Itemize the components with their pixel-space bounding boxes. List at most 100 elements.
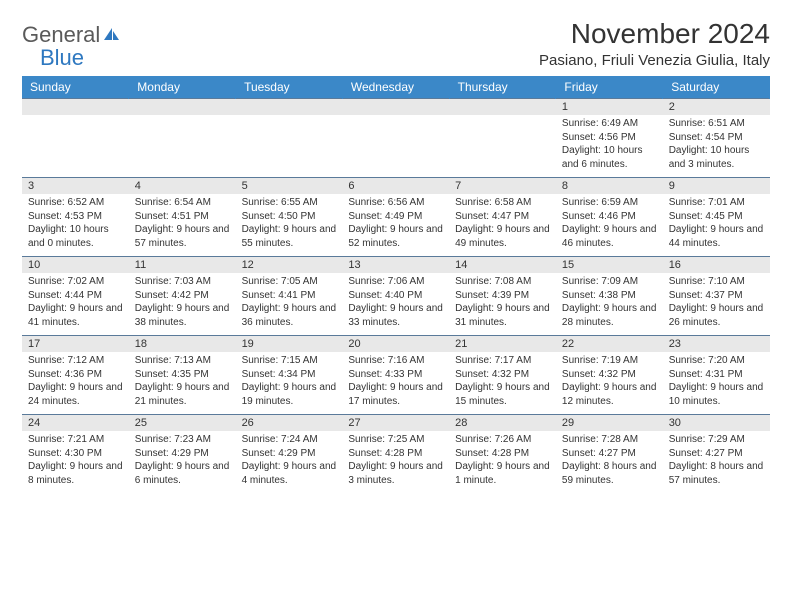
sunrise-line: Sunrise: 7:05 AM	[242, 275, 337, 289]
daylight-line: Daylight: 9 hours and 3 minutes.	[348, 460, 443, 487]
day-number-cell: 9	[663, 178, 770, 195]
daylight-line: Daylight: 9 hours and 49 minutes.	[455, 223, 550, 250]
sunset-line: Sunset: 4:27 PM	[669, 447, 764, 461]
sunrise-line: Sunrise: 7:09 AM	[562, 275, 657, 289]
day-number-cell: 6	[342, 178, 449, 195]
sunset-line: Sunset: 4:27 PM	[562, 447, 657, 461]
title-block: November 2024 Pasiano, Friuli Venezia Gi…	[539, 18, 770, 69]
day-number-cell: 19	[236, 336, 343, 353]
day-number-cell: 20	[342, 336, 449, 353]
day-content-cell: Sunrise: 6:49 AMSunset: 4:56 PMDaylight:…	[556, 115, 663, 178]
sunset-line: Sunset: 4:44 PM	[28, 289, 123, 303]
day-content-cell: Sunrise: 7:25 AMSunset: 4:28 PMDaylight:…	[342, 431, 449, 493]
day-content-cell: Sunrise: 6:58 AMSunset: 4:47 PMDaylight:…	[449, 194, 556, 257]
daylight-line: Daylight: 9 hours and 28 minutes.	[562, 302, 657, 329]
sunset-line: Sunset: 4:38 PM	[562, 289, 657, 303]
day-number-cell: 29	[556, 415, 663, 432]
day-number-cell	[129, 99, 236, 116]
day-content-row: Sunrise: 7:21 AMSunset: 4:30 PMDaylight:…	[22, 431, 770, 493]
day-number-cell: 21	[449, 336, 556, 353]
sunrise-line: Sunrise: 7:16 AM	[348, 354, 443, 368]
day-number-cell: 3	[22, 178, 129, 195]
sunset-line: Sunset: 4:41 PM	[242, 289, 337, 303]
day-content-cell: Sunrise: 7:10 AMSunset: 4:37 PMDaylight:…	[663, 273, 770, 336]
sunset-line: Sunset: 4:32 PM	[562, 368, 657, 382]
day-content-row: Sunrise: 6:49 AMSunset: 4:56 PMDaylight:…	[22, 115, 770, 178]
sunset-line: Sunset: 4:37 PM	[669, 289, 764, 303]
sunrise-line: Sunrise: 7:01 AM	[669, 196, 764, 210]
day-content-cell: Sunrise: 7:01 AMSunset: 4:45 PMDaylight:…	[663, 194, 770, 257]
day-number-cell: 25	[129, 415, 236, 432]
daylight-line: Daylight: 9 hours and 4 minutes.	[242, 460, 337, 487]
day-number-cell: 10	[22, 257, 129, 274]
day-number-cell: 1	[556, 99, 663, 116]
weekday-header-row: SundayMondayTuesdayWednesdayThursdayFrid…	[22, 76, 770, 99]
daylight-line: Daylight: 9 hours and 12 minutes.	[562, 381, 657, 408]
sunset-line: Sunset: 4:29 PM	[242, 447, 337, 461]
sunset-line: Sunset: 4:46 PM	[562, 210, 657, 224]
day-number-cell: 8	[556, 178, 663, 195]
sunrise-line: Sunrise: 7:29 AM	[669, 433, 764, 447]
daylight-line: Daylight: 10 hours and 0 minutes.	[28, 223, 123, 250]
daylight-line: Daylight: 10 hours and 3 minutes.	[669, 144, 764, 171]
sunset-line: Sunset: 4:36 PM	[28, 368, 123, 382]
daylight-line: Daylight: 9 hours and 55 minutes.	[242, 223, 337, 250]
day-number-cell: 14	[449, 257, 556, 274]
weekday-header: Sunday	[22, 76, 129, 99]
weekday-header: Thursday	[449, 76, 556, 99]
sunrise-line: Sunrise: 6:51 AM	[669, 117, 764, 131]
day-content-cell	[236, 115, 343, 178]
day-number-row: 24252627282930	[22, 415, 770, 432]
sunset-line: Sunset: 4:29 PM	[135, 447, 230, 461]
day-number-cell: 16	[663, 257, 770, 274]
day-content-cell: Sunrise: 7:03 AMSunset: 4:42 PMDaylight:…	[129, 273, 236, 336]
day-number-cell: 24	[22, 415, 129, 432]
daylight-line: Daylight: 9 hours and 8 minutes.	[28, 460, 123, 487]
day-number-cell: 26	[236, 415, 343, 432]
day-content-cell: Sunrise: 7:26 AMSunset: 4:28 PMDaylight:…	[449, 431, 556, 493]
sunset-line: Sunset: 4:28 PM	[348, 447, 443, 461]
sunrise-line: Sunrise: 7:20 AM	[669, 354, 764, 368]
day-number-cell: 18	[129, 336, 236, 353]
day-number-cell: 27	[342, 415, 449, 432]
day-number-cell: 12	[236, 257, 343, 274]
day-number-cell: 15	[556, 257, 663, 274]
sunset-line: Sunset: 4:47 PM	[455, 210, 550, 224]
sunrise-line: Sunrise: 7:15 AM	[242, 354, 337, 368]
sunrise-line: Sunrise: 7:24 AM	[242, 433, 337, 447]
sunrise-line: Sunrise: 7:26 AM	[455, 433, 550, 447]
sunset-line: Sunset: 4:32 PM	[455, 368, 550, 382]
day-content-cell: Sunrise: 6:54 AMSunset: 4:51 PMDaylight:…	[129, 194, 236, 257]
day-number-cell: 7	[449, 178, 556, 195]
sunset-line: Sunset: 4:40 PM	[348, 289, 443, 303]
sunset-line: Sunset: 4:30 PM	[28, 447, 123, 461]
day-number-cell: 11	[129, 257, 236, 274]
sunrise-line: Sunrise: 6:49 AM	[562, 117, 657, 131]
sunset-line: Sunset: 4:50 PM	[242, 210, 337, 224]
day-content-cell: Sunrise: 6:55 AMSunset: 4:50 PMDaylight:…	[236, 194, 343, 257]
day-content-cell	[342, 115, 449, 178]
sunset-line: Sunset: 4:42 PM	[135, 289, 230, 303]
daylight-line: Daylight: 9 hours and 15 minutes.	[455, 381, 550, 408]
sunset-line: Sunset: 4:51 PM	[135, 210, 230, 224]
day-content-cell: Sunrise: 7:29 AMSunset: 4:27 PMDaylight:…	[663, 431, 770, 493]
sunset-line: Sunset: 4:28 PM	[455, 447, 550, 461]
day-content-cell: Sunrise: 7:06 AMSunset: 4:40 PMDaylight:…	[342, 273, 449, 336]
brand-word1: General	[22, 22, 100, 47]
day-content-cell: Sunrise: 7:08 AMSunset: 4:39 PMDaylight:…	[449, 273, 556, 336]
sunrise-line: Sunrise: 7:17 AM	[455, 354, 550, 368]
brand-logo: General Blue	[22, 24, 122, 70]
sunrise-line: Sunrise: 6:55 AM	[242, 196, 337, 210]
day-content-cell: Sunrise: 7:28 AMSunset: 4:27 PMDaylight:…	[556, 431, 663, 493]
sunrise-line: Sunrise: 6:59 AM	[562, 196, 657, 210]
sunrise-line: Sunrise: 7:10 AM	[669, 275, 764, 289]
daylight-line: Daylight: 9 hours and 6 minutes.	[135, 460, 230, 487]
day-content-cell: Sunrise: 7:05 AMSunset: 4:41 PMDaylight:…	[236, 273, 343, 336]
sunrise-line: Sunrise: 7:06 AM	[348, 275, 443, 289]
day-content-cell: Sunrise: 7:02 AMSunset: 4:44 PMDaylight:…	[22, 273, 129, 336]
weekday-header: Wednesday	[342, 76, 449, 99]
daylight-line: Daylight: 9 hours and 26 minutes.	[669, 302, 764, 329]
brand-word2: Blue	[40, 45, 84, 70]
day-content-cell: Sunrise: 7:21 AMSunset: 4:30 PMDaylight:…	[22, 431, 129, 493]
day-content-cell: Sunrise: 7:20 AMSunset: 4:31 PMDaylight:…	[663, 352, 770, 415]
